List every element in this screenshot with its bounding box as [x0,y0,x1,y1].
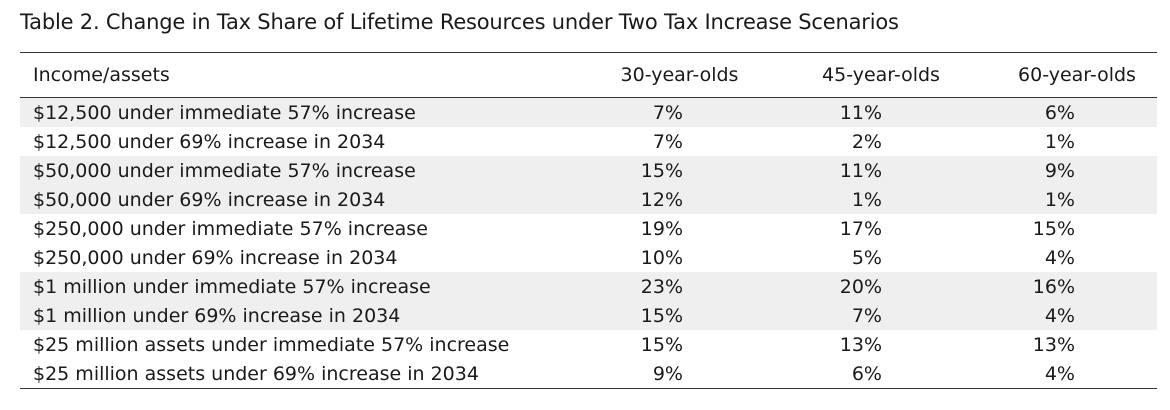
header-30-year-olds: 30-year-olds [620,64,739,86]
cell-60-year-olds: 4% [1044,362,1075,385]
row-label: $250,000 under 69% increase in 2034 [33,246,398,269]
cell-45-year-olds: 6% [851,362,882,385]
row-label: $12,500 under immediate 57% increase [33,101,416,124]
table-title: Table 2. Change in Tax Share of Lifetime… [20,10,899,34]
data-table: Income/assets 30-year-olds 45-year-olds … [20,52,1157,389]
cell-60-year-olds: 1% [1044,130,1075,153]
table-row: $12,500 under 69% increase in 2034 7% 2% 1% [20,127,1157,156]
table-row: $50,000 under immediate 57% increase 15% 1… [20,156,1157,185]
header-45-year-olds: 45-year-olds [822,64,940,86]
header-income-assets: Income/assets [33,64,170,86]
cell-45-year-olds: 1% [851,188,882,211]
cell-60-year-olds: 6% [1044,101,1075,124]
cell-30-year-olds: 15% [640,159,683,182]
row-label: $25 million assets under 69% increase in… [33,362,479,385]
cell-30-year-olds: 9% [652,362,683,385]
cell-60-year-olds: 1% [1044,188,1075,211]
cell-45-year-olds: 7% [851,304,882,327]
cell-60-year-olds: 15% [1032,217,1075,240]
row-label: $1 million under 69% increase in 2034 [33,304,401,327]
table-row: $1 million under 69% increase in 2034 15%… [20,301,1157,330]
row-label: $50,000 under immediate 57% increase [33,159,416,182]
cell-45-year-olds: 5% [851,246,882,269]
row-label: $25 million assets under immediate 57% i… [33,333,510,356]
cell-30-year-olds: 7% [652,101,683,124]
cell-30-year-olds: 7% [652,130,683,153]
cell-45-year-olds: 11% [839,159,882,182]
cell-30-year-olds: 23% [640,275,683,298]
cell-60-year-olds: 13% [1032,333,1075,356]
cell-45-year-olds: 20% [839,275,882,298]
table-row: $250,000 under immediate 57% increase 19%… [20,214,1157,243]
cell-30-year-olds: 15% [640,333,683,356]
table-row: $50,000 under 69% increase in 2034 12% 1% 1… [20,185,1157,214]
cell-45-year-olds: 11% [839,101,882,124]
row-label: $1 million under immediate 57% increase [33,275,431,298]
table-row: $12,500 under immediate 57% increase 7% 11… [20,98,1157,127]
table-row: $250,000 under 69% increase in 2034 10% 5%… [20,243,1157,272]
cell-60-year-olds: 4% [1044,246,1075,269]
table-row: $1 million under immediate 57% increase 2… [20,272,1157,301]
table-header-row: Income/assets 30-year-olds 45-year-olds … [20,53,1157,98]
cell-45-year-olds: 2% [851,130,882,153]
table-row: $25 million assets under 69% increase in… [20,359,1157,388]
cell-45-year-olds: 13% [839,333,882,356]
header-60-year-olds: 60-year-olds [1018,64,1136,86]
table-body: $12,500 under immediate 57% increase 7% 11… [20,98,1157,388]
cell-30-year-olds: 15% [640,304,683,327]
cell-30-year-olds: 12% [640,188,683,211]
cell-60-year-olds: 16% [1032,275,1075,298]
row-label: $50,000 under 69% increase in 2034 [33,188,386,211]
cell-60-year-olds: 9% [1044,159,1075,182]
cell-45-year-olds: 17% [839,217,882,240]
row-label: $12,500 under 69% increase in 2034 [33,130,386,153]
cell-60-year-olds: 4% [1044,304,1075,327]
cell-30-year-olds: 19% [640,217,683,240]
row-label: $250,000 under immediate 57% increase [33,217,428,240]
cell-30-year-olds: 10% [640,246,683,269]
table-row: $25 million assets under immediate 57% i… [20,330,1157,359]
